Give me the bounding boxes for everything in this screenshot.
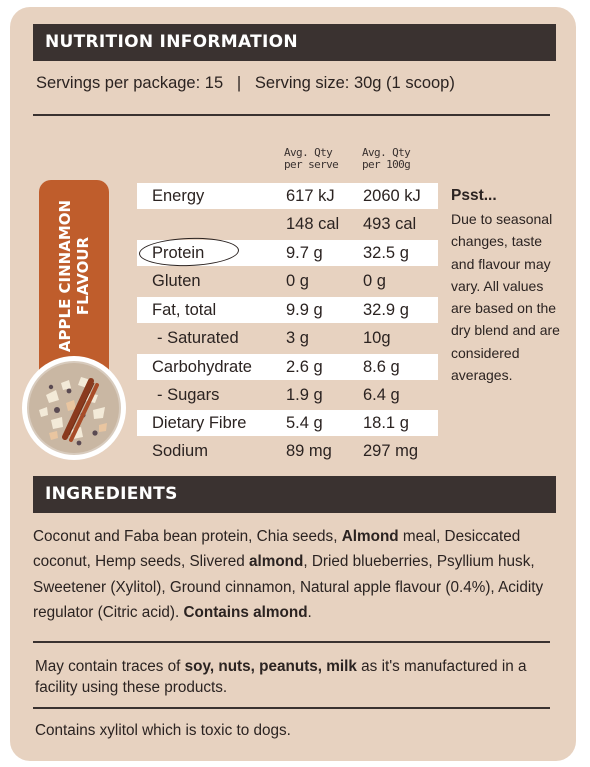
nutrition-row-gluten: Gluten 0 g 0 g: [137, 268, 438, 294]
row-per-serve: 2.6 g: [286, 358, 323, 376]
row-per-serve: 89 mg: [286, 442, 332, 460]
ingredients-header: INGREDIENTS: [33, 476, 556, 513]
row-name: Gluten: [152, 272, 201, 290]
row-per-serve: 1.9 g: [286, 386, 323, 404]
nutrition-row-dietary-fibre: Dietary Fibre 5.4 g 18.1 g: [137, 410, 438, 436]
traces-note: May contain traces of soy, nuts, peanuts…: [35, 656, 555, 698]
psst-title: Psst...: [451, 187, 497, 204]
ingredient-part: meal, Desiccated coconut, Hemp seeds, Sl…: [33, 528, 521, 571]
cereal-bowl-image: [22, 356, 126, 460]
row-per-serve: 617 kJ: [286, 187, 335, 205]
row-per-100g: 297 mg: [363, 442, 419, 460]
psst-note: Psst... Due to seasonal changes, taste a…: [451, 186, 561, 386]
flavour-line2: FLAVOUR: [74, 236, 92, 316]
col-head-serve: Avg. Qty per serve: [284, 146, 339, 171]
row-name: Fat, total: [152, 301, 217, 319]
row-per-100g: 0 g: [363, 272, 386, 290]
traces-part: as it's manufactured in a facility using…: [35, 658, 527, 696]
row-per-100g: 10g: [363, 329, 391, 347]
nutrition-row-carbohydrate: Carbohydrate 2.6 g 8.6 g: [137, 354, 438, 380]
traces-allergens: soy, nuts, peanuts, milk: [184, 658, 357, 675]
col-head-100g: Avg. Qty per 100g: [362, 146, 411, 171]
row-per-serve: 3 g: [286, 329, 309, 347]
ingredient-part: Coconut and Faba bean protein, Chia seed…: [33, 528, 342, 545]
row-per-100g: 18.1 g: [363, 414, 409, 432]
row-per-serve: 148 cal: [286, 215, 340, 233]
col-head-100g-line1: Avg. Qty: [362, 146, 411, 159]
row-name: Energy: [152, 187, 205, 205]
row-name: - Sugars: [157, 386, 220, 404]
ingredients-rule: [33, 641, 550, 643]
nutrition-row-saturated: - Saturated 3 g 10g: [137, 325, 438, 351]
flavour-label: APPLE CINNAMON FLAVOUR: [56, 200, 92, 352]
traces-part: May contain traces of: [35, 658, 185, 675]
nutrition-row-protein: Protein 9.7 g 32.5 g: [137, 240, 438, 266]
psst-body: Due to seasonal changes, taste and flavo…: [451, 211, 560, 384]
nutrition-header: NUTRITION INFORMATION: [33, 24, 556, 61]
row-per-100g: 493 cal: [363, 215, 417, 233]
row-name: Protein: [152, 244, 205, 262]
row-per-serve: 0 g: [286, 272, 309, 290]
ingredient-part: , Dried blueberries, Psyllium husk, Swee…: [33, 553, 544, 622]
flavour-line1: APPLE CINNAMON: [56, 199, 74, 353]
row-per-100g: 8.6 g: [363, 358, 400, 376]
nutrition-row-energy-kj: Energy 617 kJ 2060 kJ: [137, 183, 438, 209]
row-per-100g: 32.9 g: [363, 301, 409, 319]
row-name: - Saturated: [157, 329, 239, 347]
ingredients-text: Coconut and Faba bean protein, Chia seed…: [33, 524, 558, 626]
allergen-highlight: Almond: [341, 528, 399, 545]
col-head-100g-line2: per 100g: [362, 158, 411, 171]
nutrition-row-energy-cal: 148 cal 493 cal: [137, 211, 438, 237]
flavour-tag: [39, 180, 109, 380]
row-per-serve: 9.7 g: [286, 244, 323, 262]
col-head-serve-line1: Avg. Qty: [284, 146, 333, 159]
row-per-100g: 6.4 g: [363, 386, 400, 404]
row-per-100g: 32.5 g: [363, 244, 409, 262]
nutrition-row-sodium: Sodium 89 mg 297 mg: [137, 438, 438, 464]
traces-rule: [33, 707, 550, 709]
servings-rule: [33, 114, 550, 116]
nutrition-row-fat-total: Fat, total 9.9 g 32.9 g: [137, 297, 438, 323]
ingredient-part: .: [307, 604, 312, 622]
allergen-highlight: Contains almond: [183, 604, 308, 622]
row-name: Sodium: [152, 442, 208, 460]
row-name: Carbohydrate: [152, 358, 252, 376]
col-head-serve-line2: per serve: [284, 158, 339, 171]
servings-line: Servings per package: 15 | Serving size:…: [36, 74, 455, 92]
xylitol-warning: Contains xylitol which is toxic to dogs.: [35, 722, 291, 739]
allergen-highlight: almond: [248, 553, 304, 571]
row-per-serve: 5.4 g: [286, 414, 323, 432]
row-name: Dietary Fibre: [152, 414, 247, 432]
nutrition-row-sugars: - Sugars 1.9 g 6.4 g: [137, 382, 438, 408]
row-per-100g: 2060 kJ: [363, 187, 421, 205]
row-per-serve: 9.9 g: [286, 301, 323, 319]
